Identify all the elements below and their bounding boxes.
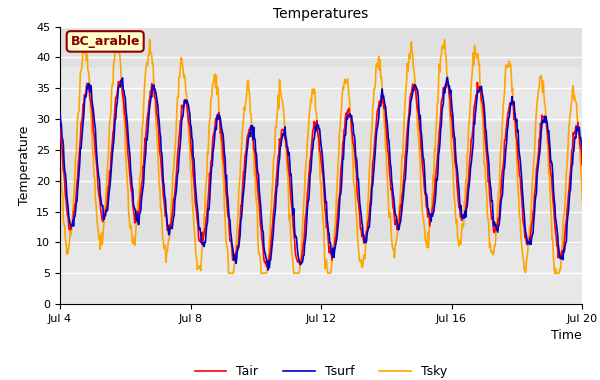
Line: Tsky: Tsky	[60, 40, 600, 273]
Tair	[56, 125, 64, 130]
Tsky	[298, 234, 305, 238]
Tsurf	[145, 111, 152, 116]
Text: BC_arable: BC_arable	[70, 35, 140, 48]
Tsurf	[231, 253, 238, 257]
Tsurf	[280, 133, 287, 138]
Tair	[482, 141, 489, 146]
Tair	[232, 253, 239, 258]
Bar	[60, 27, 582, 66]
Tsurf	[265, 268, 272, 272]
Line: Tair: Tair	[60, 81, 600, 266]
Tsky	[189, 201, 196, 206]
Line: Tsurf: Tsurf	[60, 78, 600, 270]
Tsky	[146, 37, 154, 42]
Title: Temperatures: Temperatures	[274, 7, 368, 21]
Tair	[281, 131, 288, 136]
Y-axis label: Temperature: Temperature	[17, 126, 31, 205]
Tsurf	[444, 75, 451, 80]
Tair	[146, 97, 154, 102]
Tsky	[225, 271, 232, 276]
Tair	[298, 253, 305, 258]
Tsurf	[56, 110, 64, 114]
Legend: Tair, Tsurf, Tsky: Tair, Tsurf, Tsky	[190, 360, 452, 380]
X-axis label: Time: Time	[551, 329, 582, 342]
Bar	[60, 122, 582, 245]
Tsurf	[482, 126, 489, 130]
Tair	[189, 160, 196, 165]
Tsky	[281, 118, 288, 123]
Tsurf	[298, 261, 305, 266]
Tsky	[56, 156, 64, 160]
Tsky	[232, 244, 239, 248]
Tsky	[482, 173, 489, 177]
Tair	[117, 79, 124, 84]
Tsurf	[188, 135, 196, 140]
Tair	[263, 264, 270, 269]
Tsky	[145, 53, 152, 57]
